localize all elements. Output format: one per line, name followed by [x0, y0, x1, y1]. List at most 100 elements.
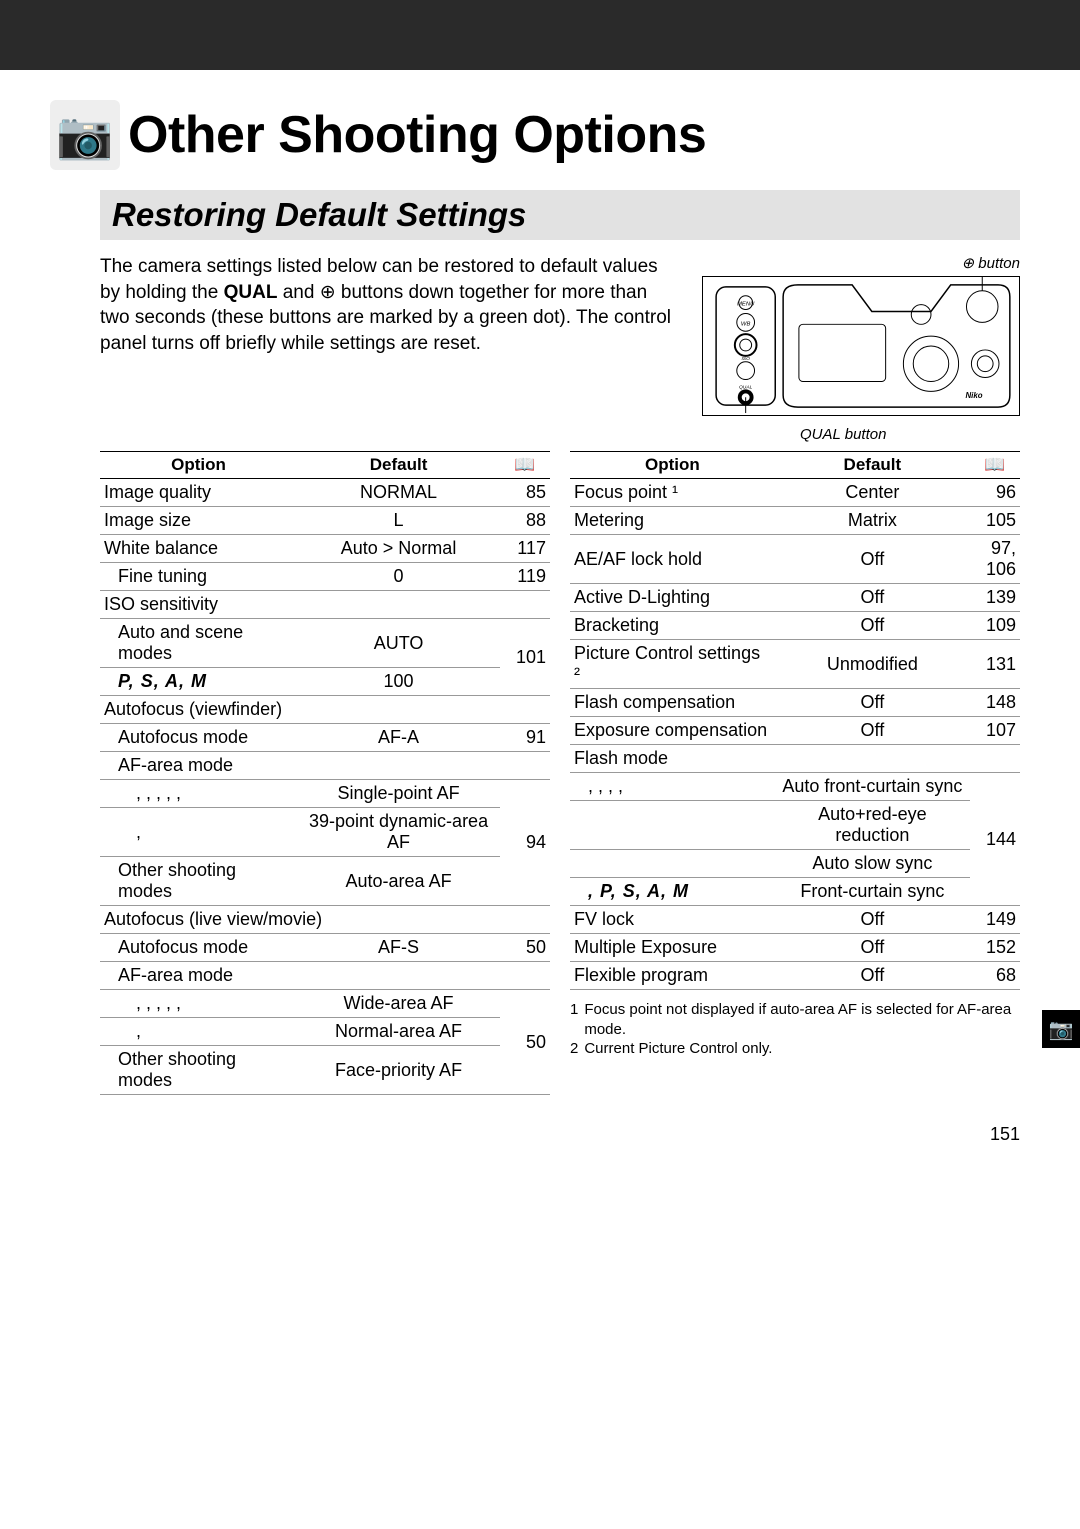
cell-page: 149: [970, 906, 1020, 934]
footnote-2-num: 2: [570, 1039, 578, 1059]
left-table-col: Option Default 📖 Image qualityNORMAL85Im…: [100, 451, 550, 1095]
cell-page: 91: [500, 724, 550, 752]
intro-paragraph: The camera settings listed below can be …: [100, 254, 680, 443]
qual-label: QUAL: [224, 282, 278, 303]
cell-option: Flexible program: [570, 962, 775, 990]
table-row: Autofocus modeAF-A91: [100, 724, 550, 752]
cell-option: Exposure compensation: [570, 717, 775, 745]
table-row: Image sizeL88: [100, 507, 550, 535]
cell-default: Auto > Normal: [297, 535, 500, 563]
cell-default: Off: [775, 612, 970, 640]
table-row: Autofocus modeAF-S50: [100, 934, 550, 962]
table-row: Other shooting modesAuto-area AF: [100, 857, 550, 906]
cell-default: Face-priority AF: [297, 1046, 500, 1095]
cell-default: Center: [775, 479, 970, 507]
cell-page: 105: [970, 507, 1020, 535]
cell-default: Off: [775, 584, 970, 612]
cell-option: Autofocus mode: [100, 934, 297, 962]
table-row: Exposure compensationOff107: [570, 717, 1020, 745]
table-row: AF-area mode: [100, 962, 550, 990]
cell-option: White balance: [100, 535, 297, 563]
table-row: AE/AF lock holdOff97, 106: [570, 535, 1020, 584]
th-default: Default: [775, 452, 970, 479]
cell-option: , , , ,: [570, 773, 775, 801]
cell-option: Fine tuning: [100, 563, 297, 591]
cell-default: AUTO: [297, 619, 500, 668]
expose-button-label: ⊕ button: [700, 254, 1020, 272]
cell-option: ISO sensitivity: [100, 591, 550, 619]
table-row: Image qualityNORMAL85: [100, 479, 550, 507]
cell-option: [570, 801, 775, 850]
qual-button-label: QUAL button: [800, 426, 1020, 443]
cell-default: Off: [775, 717, 970, 745]
table-row: ,39-point dynamic-area AF: [100, 808, 550, 857]
svg-text:MENU: MENU: [737, 302, 755, 308]
cell-option: ,: [100, 808, 297, 857]
cell-default: Off: [775, 962, 970, 990]
expose-glyph: ⊕: [320, 282, 336, 303]
cell-option: AE/AF lock hold: [570, 535, 775, 584]
cell-default: Off: [775, 934, 970, 962]
svg-text:ISO: ISO: [741, 356, 750, 362]
cell-default: Unmodified: [775, 640, 970, 689]
cell-page: 119: [500, 563, 550, 591]
cell-default: Off: [775, 689, 970, 717]
intro-text-2: and: [277, 282, 319, 303]
footnote-2: 2 Current Picture Control only.: [570, 1039, 1020, 1059]
table-row: Auto and scene modesAUTO101: [100, 619, 550, 668]
cell-option: Image size: [100, 507, 297, 535]
cell-page: 131: [970, 640, 1020, 689]
table-row: Multiple ExposureOff152: [570, 934, 1020, 962]
table-row: Autofocus (viewfinder): [100, 696, 550, 724]
page-content: 📷 Other Shooting Options Restoring Defau…: [0, 70, 1080, 1135]
th-page: 📖: [500, 452, 550, 479]
cell-page: 144: [970, 773, 1020, 906]
table-row: Flash compensationOff148: [570, 689, 1020, 717]
cell-option: Autofocus mode: [100, 724, 297, 752]
page-number: 151: [990, 1124, 1020, 1145]
cell-option: Autofocus (viewfinder): [100, 696, 550, 724]
cell-page: 107: [970, 717, 1020, 745]
table-row: Active D-LightingOff139: [570, 584, 1020, 612]
cell-page: 152: [970, 934, 1020, 962]
cell-default: 100: [297, 668, 500, 696]
settings-tables: Option Default 📖 Image qualityNORMAL85Im…: [100, 451, 1020, 1095]
cell-option: Picture Control settings ²: [570, 640, 775, 689]
cell-default: Auto-area AF: [297, 857, 500, 906]
cell-option: FV lock: [570, 906, 775, 934]
table-row: Flash mode: [570, 745, 1020, 773]
cell-option: , , , , ,: [100, 990, 297, 1018]
cell-option: AF-area mode: [100, 752, 550, 780]
cell-option: Autofocus (live view/movie): [100, 906, 550, 934]
cell-option: [570, 850, 775, 878]
cell-page: 97, 106: [970, 535, 1020, 584]
table-row: Picture Control settings ²Unmodified131: [570, 640, 1020, 689]
cell-default: NORMAL: [297, 479, 500, 507]
cell-default: Wide-area AF: [297, 990, 500, 1018]
cell-option: Bracketing: [570, 612, 775, 640]
cell-page: 94: [500, 780, 550, 906]
footnotes: 1 Focus point not displayed if auto-area…: [570, 1000, 1020, 1059]
cell-default: Normal-area AF: [297, 1018, 500, 1046]
cell-option: Flash compensation: [570, 689, 775, 717]
settings-table-left: Option Default 📖 Image qualityNORMAL85Im…: [100, 451, 550, 1095]
table-row: Flexible programOff68: [570, 962, 1020, 990]
settings-table-right: Option Default 📖 Focus point ¹Center96Me…: [570, 451, 1020, 990]
cell-default: Front-curtain sync: [775, 878, 970, 906]
cell-default: Auto slow sync: [775, 850, 970, 878]
th-page: 📖: [970, 452, 1020, 479]
table-row: , , , ,Auto front-curtain sync144: [570, 773, 1020, 801]
cell-default: L: [297, 507, 500, 535]
cell-option: , , , , ,: [100, 780, 297, 808]
cell-default: 0: [297, 563, 500, 591]
table-row: BracketingOff109: [570, 612, 1020, 640]
table-row: , P, S, A, MFront-curtain sync: [570, 878, 1020, 906]
camera-diagram-column: ⊕ button MENU WB ISO QUAL: [700, 254, 1020, 443]
camera-top-diagram: MENU WB ISO QUAL Niko: [702, 276, 1020, 416]
cell-page: 139: [970, 584, 1020, 612]
cell-default: Off: [775, 906, 970, 934]
side-tab-icon: 📷: [1042, 1010, 1080, 1048]
cell-page: 96: [970, 479, 1020, 507]
cell-option: Metering: [570, 507, 775, 535]
table-row: FV lockOff149: [570, 906, 1020, 934]
